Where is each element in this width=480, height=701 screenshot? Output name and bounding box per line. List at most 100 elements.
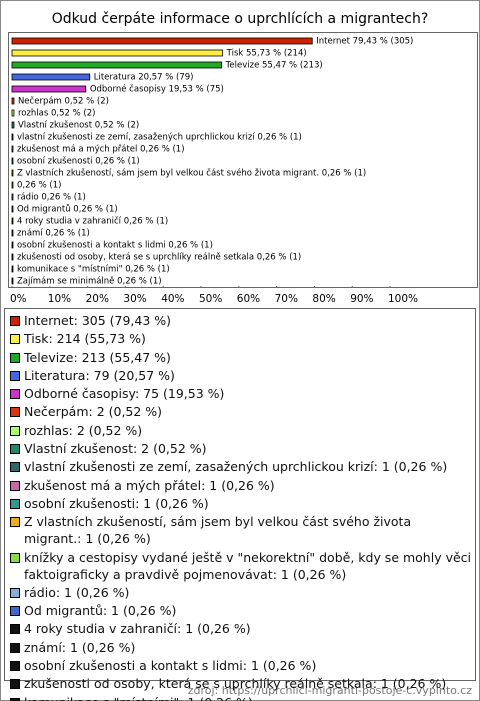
legend-item: Internet: 305 (79,43 %) <box>10 312 472 329</box>
legend-item: Televize: 213 (55,47 %) <box>10 349 472 366</box>
legend-label: Literatura: 79 (20,57 %) <box>24 367 175 383</box>
bar-label: osobní zkušenosti 0,26 % (1) <box>17 156 140 167</box>
legend-item: Nečerpám: 2 (0,52 %) <box>10 403 472 420</box>
bar-label: osobní zkušenosti a kontakt s lidmi 0,26… <box>17 240 213 251</box>
bar <box>11 277 14 285</box>
plot-frame <box>8 32 478 288</box>
bar <box>11 253 14 261</box>
x-tick-label: 0% <box>10 293 27 305</box>
bar <box>11 265 14 273</box>
bar <box>11 121 15 129</box>
x-tick-label: 60% <box>237 293 260 305</box>
legend-swatch <box>10 462 20 473</box>
legend-label: Z vlastních zkušeností, sám jsem byl vel… <box>24 514 412 547</box>
legend-label: knížky a cestopisy vydané ještě v "nekor… <box>24 549 472 582</box>
legend-swatch <box>10 480 20 491</box>
legend-item: osobní zkušenosti: 1 (0,26 %) <box>10 495 472 512</box>
legend-swatch <box>10 425 20 436</box>
legend-swatch <box>10 642 20 653</box>
bar <box>11 241 14 249</box>
legend-swatch <box>10 606 20 617</box>
legend-label: Od migrantů: 1 (0,26 %) <box>24 603 177 619</box>
legend-swatch <box>10 552 20 563</box>
legend-label: Televize: 213 (55,47 %) <box>24 349 171 365</box>
x-tick-label: 100% <box>388 293 418 305</box>
bar <box>11 37 313 45</box>
legend-label: 4 roky studia v zahraničí: 1 (0,26 %) <box>24 621 251 637</box>
bar <box>11 217 14 225</box>
bar <box>11 61 223 69</box>
legend-item: Z vlastních zkušeností, sám jsem byl vel… <box>10 513 472 547</box>
legend-swatch <box>10 661 20 672</box>
bar <box>11 193 14 201</box>
legend-label: zkušenost má a mých přátel: 1 (0,26 %) <box>24 477 275 493</box>
legend-swatch <box>10 498 20 509</box>
bar-label: známí 0,26 % (1) <box>17 229 90 239</box>
bar <box>11 133 14 141</box>
legend-label: známí: 1 (0,26 %) <box>24 639 136 655</box>
bar-label: rádio 0,26 % (1) <box>17 193 86 203</box>
legend-swatch <box>10 316 20 326</box>
legend-item: komunikace s "místními": 1 (0,26 %) <box>10 694 472 701</box>
bar-label: vlastní zkušenosti ze zemí, zasažených u… <box>17 132 302 143</box>
legend-swatch <box>10 444 20 455</box>
bar-label: Od migrantů 0,26 % (1) <box>17 204 118 215</box>
legend-label: rozhlas: 2 (0,52 %) <box>24 422 143 438</box>
legend-label: osobní zkušenosti a kontakt s lidmi: 1 (… <box>24 658 317 674</box>
legend-swatch <box>10 587 20 598</box>
bar <box>11 97 15 105</box>
bar-label: 0,26 % (1) <box>17 181 61 191</box>
x-tick-label: 40% <box>161 293 184 305</box>
legend-label: Nečerpám: 2 (0,52 %) <box>24 404 163 420</box>
bar-label: rozhlas 0,52 % (2) <box>18 109 96 119</box>
legend-swatch <box>10 389 20 400</box>
bar-label: Nečerpám 0,52 % (2) <box>18 96 109 107</box>
legend-label: rádio: 1 (0,26 %) <box>24 584 130 600</box>
bar <box>11 181 14 189</box>
x-tick-label: 90% <box>350 293 373 305</box>
chart-title: Odkud čerpáte informace o uprchlících a … <box>52 11 429 27</box>
legend-swatch <box>10 517 20 528</box>
legend-swatch <box>10 624 20 635</box>
legend-item: knížky a cestopisy vydané ještě v "nekor… <box>10 549 472 583</box>
legend-item: zkušenost má a mých přátel: 1 (0,26 %) <box>10 477 472 494</box>
legend-item: 4 roky studia v zahraničí: 1 (0,26 %) <box>10 620 472 637</box>
legend-label: Odborné časopisy: 75 (19,53 %) <box>24 386 225 402</box>
bar-label: Zajímám se minimálně 0,26 % (1) <box>17 277 162 287</box>
legend-item: Od migrantů: 1 (0,26 %) <box>10 602 472 619</box>
bar-label: Televize 55,47 % (213) <box>225 61 323 71</box>
bar-label: Tisk 55,73 % (214) <box>226 49 307 59</box>
legend: Internet: 305 (79,43 %) Tisk: 214 (55,73 … <box>10 312 472 701</box>
legend-item: Literatura: 79 (20,57 %) <box>10 367 472 384</box>
legend-item: osobní zkušenosti a kontakt s lidmi: 1 (… <box>10 657 472 674</box>
bar-label: Odborné časopisy 19,53 % (75) <box>90 84 224 95</box>
bar <box>11 157 14 165</box>
legend-label: Vlastní zkušenost: 2 (0,52 %) <box>24 441 207 457</box>
bar-label: zkušenost má a mých přátel 0,26 % (1) <box>17 144 185 155</box>
legend-item: rádio: 1 (0,26 %) <box>10 584 472 601</box>
legend-label: Tisk: 214 (55,73 %) <box>24 331 146 347</box>
x-tick-label: 30% <box>123 293 146 305</box>
legend-swatch <box>10 697 20 701</box>
legend-label: zkušenosti od osoby, která se s uprchlík… <box>24 676 447 692</box>
x-tick-label: 20% <box>86 293 109 305</box>
bar <box>11 229 14 237</box>
bar <box>11 169 14 177</box>
legend-swatch <box>10 407 20 418</box>
bar <box>11 73 91 81</box>
legend-item: Tisk: 214 (55,73 %) <box>10 330 472 347</box>
legend-swatch <box>10 370 20 381</box>
legend-swatch <box>10 679 20 690</box>
x-tick-label: 10% <box>48 293 71 305</box>
bar-label: Z vlastních zkušeností, sám jsem byl vel… <box>17 168 366 179</box>
bar-label: komunikace s "místními" 0,26 % (1) <box>17 265 170 275</box>
legend-item: Odborné časopisy: 75 (19,53 %) <box>10 385 472 402</box>
legend-label: Internet: 305 (79,43 %) <box>24 313 172 328</box>
bar <box>11 109 15 117</box>
bar <box>11 85 87 93</box>
bar-label: Literatura 20,57 % (79) <box>94 73 194 83</box>
bar-label: 4 roky studia v zahraničí 0,26 % (1) <box>17 216 168 227</box>
x-tick-label: 80% <box>312 293 335 305</box>
bar <box>11 205 14 213</box>
